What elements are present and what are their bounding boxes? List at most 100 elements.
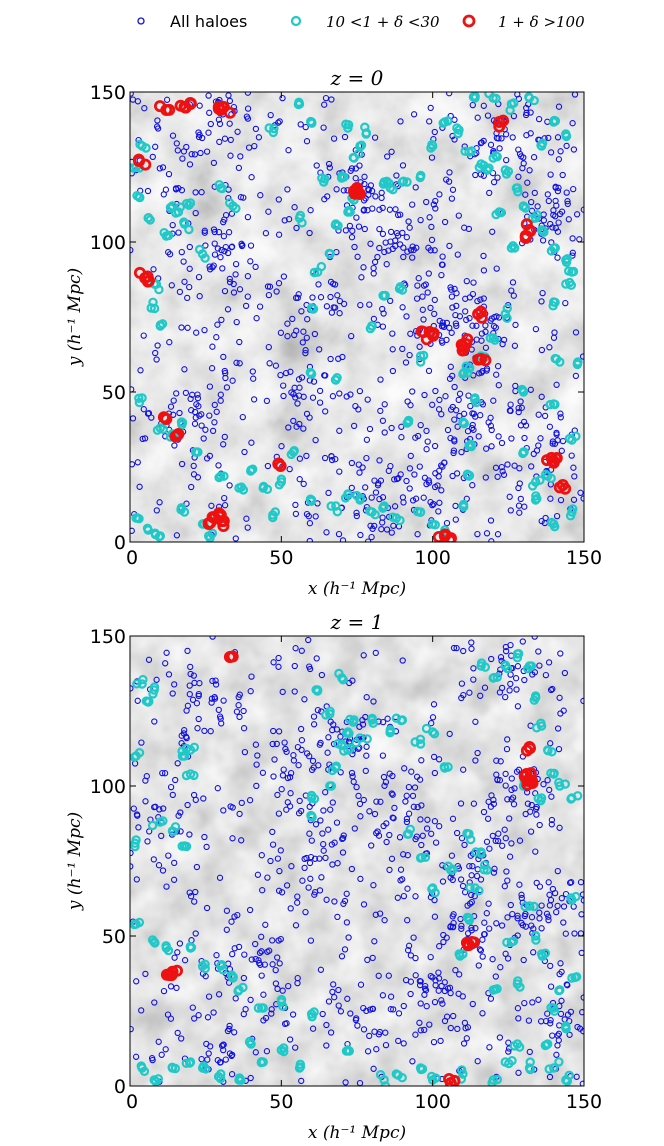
halo-point bbox=[506, 493, 513, 500]
overdense-halo-point bbox=[279, 1046, 289, 1057]
halo-point bbox=[487, 995, 495, 1002]
halo-point bbox=[221, 135, 229, 142]
halo-point bbox=[546, 344, 553, 351]
overdense-halo-point bbox=[398, 176, 409, 186]
halo-point bbox=[345, 934, 352, 941]
halo-point bbox=[488, 426, 495, 434]
halo-point bbox=[379, 323, 387, 330]
halo-point bbox=[500, 336, 508, 344]
overdense-halo-point bbox=[520, 901, 530, 912]
halo-point bbox=[291, 662, 298, 670]
overdense-halo-point bbox=[427, 519, 437, 529]
halo-point bbox=[159, 867, 167, 874]
halo-point bbox=[196, 293, 203, 300]
halo-point bbox=[451, 416, 458, 423]
halo-point bbox=[303, 452, 310, 460]
halo-point bbox=[146, 828, 153, 835]
halo-point bbox=[447, 989, 454, 997]
halo-point bbox=[130, 1025, 134, 1033]
halo-point bbox=[275, 728, 283, 735]
halo-point bbox=[514, 703, 522, 710]
halo-point bbox=[407, 330, 414, 337]
halo-point bbox=[381, 248, 388, 256]
halo-point bbox=[187, 893, 195, 900]
halo-point bbox=[213, 952, 220, 959]
halo-point bbox=[406, 224, 413, 231]
halo-point bbox=[255, 134, 263, 141]
halo-point bbox=[166, 339, 173, 346]
halo-point bbox=[231, 1029, 238, 1036]
halo-point bbox=[450, 449, 457, 457]
halo-point bbox=[324, 193, 331, 200]
halo-point bbox=[309, 757, 317, 765]
overdense-halo-point bbox=[530, 930, 541, 941]
halo-point bbox=[423, 446, 430, 453]
halo-point bbox=[207, 1043, 214, 1050]
halo-point bbox=[487, 517, 495, 524]
halo-point bbox=[452, 967, 459, 974]
halo-point bbox=[387, 993, 395, 1000]
halo-point bbox=[289, 315, 296, 323]
halo-point bbox=[554, 902, 561, 910]
halo-point bbox=[507, 401, 514, 408]
halo-point bbox=[391, 476, 398, 483]
halo-point bbox=[152, 143, 159, 150]
halo-point bbox=[300, 328, 307, 335]
halo-point bbox=[565, 216, 572, 223]
halo-point bbox=[306, 537, 313, 542]
halo-point bbox=[496, 145, 503, 152]
halo-point bbox=[203, 904, 211, 912]
halo-point bbox=[206, 263, 213, 270]
halo-point bbox=[447, 1024, 454, 1032]
overdense-halo-point bbox=[571, 891, 581, 902]
halo-point bbox=[399, 345, 406, 353]
overdense-halo-point bbox=[213, 1071, 224, 1082]
halo-point bbox=[461, 841, 468, 849]
overdense-halo-point bbox=[490, 335, 500, 345]
overdense-halo-point bbox=[532, 494, 542, 504]
halo-point bbox=[186, 831, 193, 838]
overdense-halo-point bbox=[464, 915, 475, 926]
halo-point bbox=[235, 943, 243, 951]
halo-point bbox=[297, 725, 305, 733]
halo-point bbox=[331, 994, 338, 1001]
halo-point bbox=[525, 1017, 533, 1024]
halo-point bbox=[222, 1056, 229, 1063]
halo-point bbox=[481, 919, 488, 926]
halo-point bbox=[210, 1009, 217, 1016]
halo-point bbox=[511, 462, 518, 469]
halo-point bbox=[555, 156, 563, 163]
overdense-halo-point bbox=[459, 367, 469, 378]
halo-point bbox=[436, 499, 443, 506]
halo-point bbox=[388, 424, 395, 432]
halo-point bbox=[399, 304, 406, 311]
halo-point bbox=[187, 663, 194, 671]
halo-point bbox=[474, 1058, 481, 1065]
halo-point bbox=[456, 313, 464, 320]
overdense-halo-point bbox=[457, 1065, 467, 1075]
halo-point bbox=[144, 838, 151, 845]
halo-point bbox=[418, 757, 425, 764]
halo-point bbox=[534, 203, 541, 210]
halo-point bbox=[163, 649, 170, 656]
overdense-halo-point bbox=[130, 919, 140, 930]
halo-point bbox=[520, 154, 527, 161]
halo-point bbox=[430, 1038, 438, 1046]
overdense-halo-point bbox=[138, 674, 148, 685]
halo-point bbox=[137, 367, 144, 374]
halo-point bbox=[538, 346, 546, 354]
overdense-halo-point bbox=[532, 723, 542, 733]
halo-point bbox=[208, 699, 215, 706]
halo-point bbox=[452, 502, 459, 510]
halo-point bbox=[371, 522, 378, 530]
halo-point bbox=[503, 745, 511, 753]
halo-point bbox=[363, 752, 370, 759]
legend-label-overdense: 10 <1 + δ <30 bbox=[326, 13, 440, 31]
overdense-halo-point bbox=[519, 447, 529, 457]
overdense-halo-point bbox=[566, 893, 576, 903]
halo-point bbox=[381, 401, 388, 408]
halo-point bbox=[417, 216, 424, 224]
halo-point bbox=[414, 803, 421, 811]
halo-point bbox=[557, 1010, 565, 1018]
halo-point bbox=[279, 94, 286, 102]
